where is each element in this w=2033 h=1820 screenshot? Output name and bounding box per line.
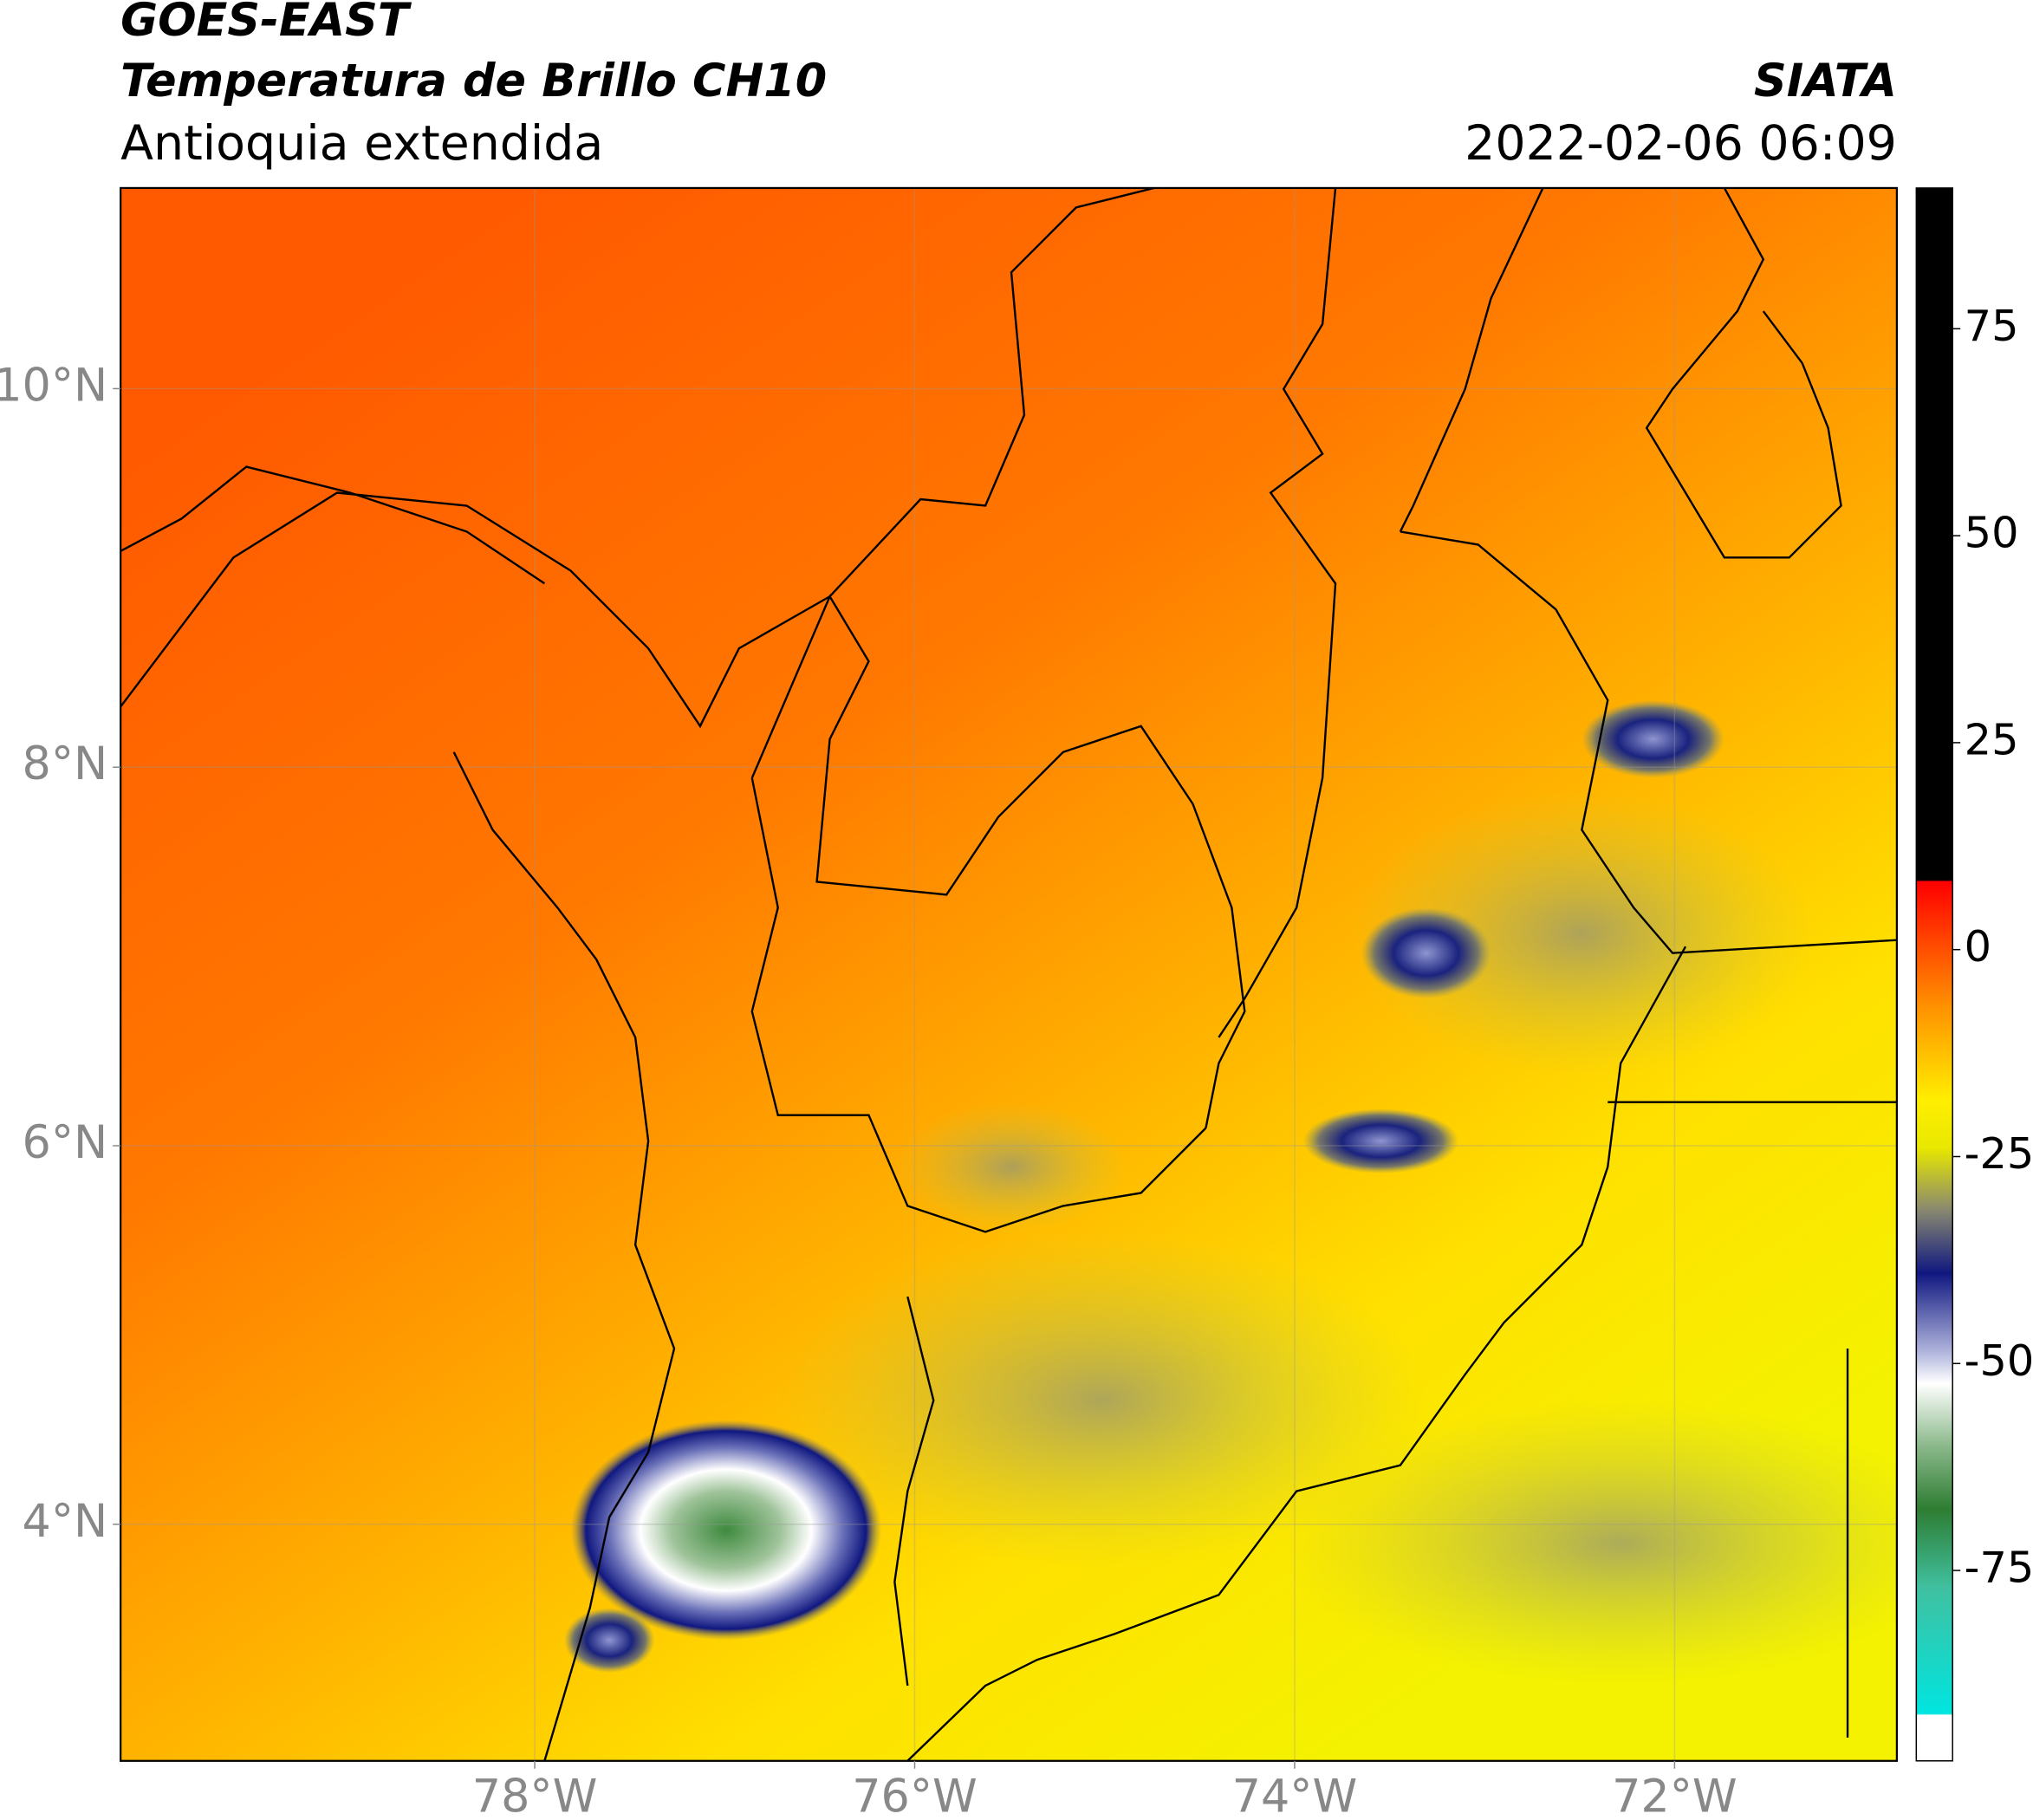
x-tick-label: 78°W (472, 1771, 598, 1820)
colorbar-tick-label: -25 (1965, 1128, 2033, 1179)
subtitle: Temperatura de Brillo CH10 (120, 55, 827, 107)
grid (120, 187, 1897, 1761)
source: SIATA (1754, 55, 1897, 107)
colorbar-tick-label: 0 (1965, 921, 1991, 972)
coastline (120, 465, 546, 585)
convective-cell (1582, 699, 1724, 778)
region: Antioquia extendida (120, 116, 603, 172)
convective-cell (570, 1420, 882, 1641)
colorbar-tick-label: -50 (1965, 1336, 2033, 1386)
x-tick-label: 76°W (852, 1771, 978, 1820)
title: GOES-EAST (120, 0, 412, 47)
department-border (906, 946, 1687, 1761)
colorbar-tick-label: -75 (1965, 1543, 2033, 1593)
x-tick-label: 72°W (1612, 1771, 1737, 1820)
colorbar (1915, 187, 1953, 1762)
colorbar-tick-label: 25 (1965, 714, 2019, 764)
department-border (750, 594, 1246, 1128)
department-border (1218, 187, 1337, 1038)
map-field (120, 187, 1897, 1761)
y-tick-label: 8°N (23, 738, 108, 790)
convective-cell (563, 1608, 655, 1674)
y-tick-label: 4°N (23, 1495, 108, 1548)
convective-cell (1361, 907, 1491, 999)
coastline (1645, 187, 1842, 559)
colorbar-tick-label: 50 (1965, 508, 2019, 558)
national-border (1400, 530, 1897, 954)
coastline (452, 751, 676, 1761)
coastline (120, 187, 1154, 729)
cloud-haze (894, 1102, 1128, 1232)
cloud-haze (1348, 790, 1815, 1076)
cloud-haze (1283, 1400, 1897, 1686)
borders (120, 187, 1897, 1761)
map-frame (120, 186, 1899, 1762)
y-tick-label: 10°N (0, 359, 107, 412)
x-tick-label: 74°W (1232, 1771, 1358, 1820)
y-tick-label: 6°N (23, 1116, 108, 1169)
national-border (1399, 187, 1544, 532)
datetime: 2022-02-06 06:09 (1465, 116, 1897, 172)
cloud-haze (777, 1232, 1426, 1570)
department-border (750, 777, 1207, 1233)
colorbar-tick-label: 75 (1965, 301, 2019, 351)
convective-cell (1302, 1108, 1459, 1174)
department-border (893, 1296, 935, 1687)
